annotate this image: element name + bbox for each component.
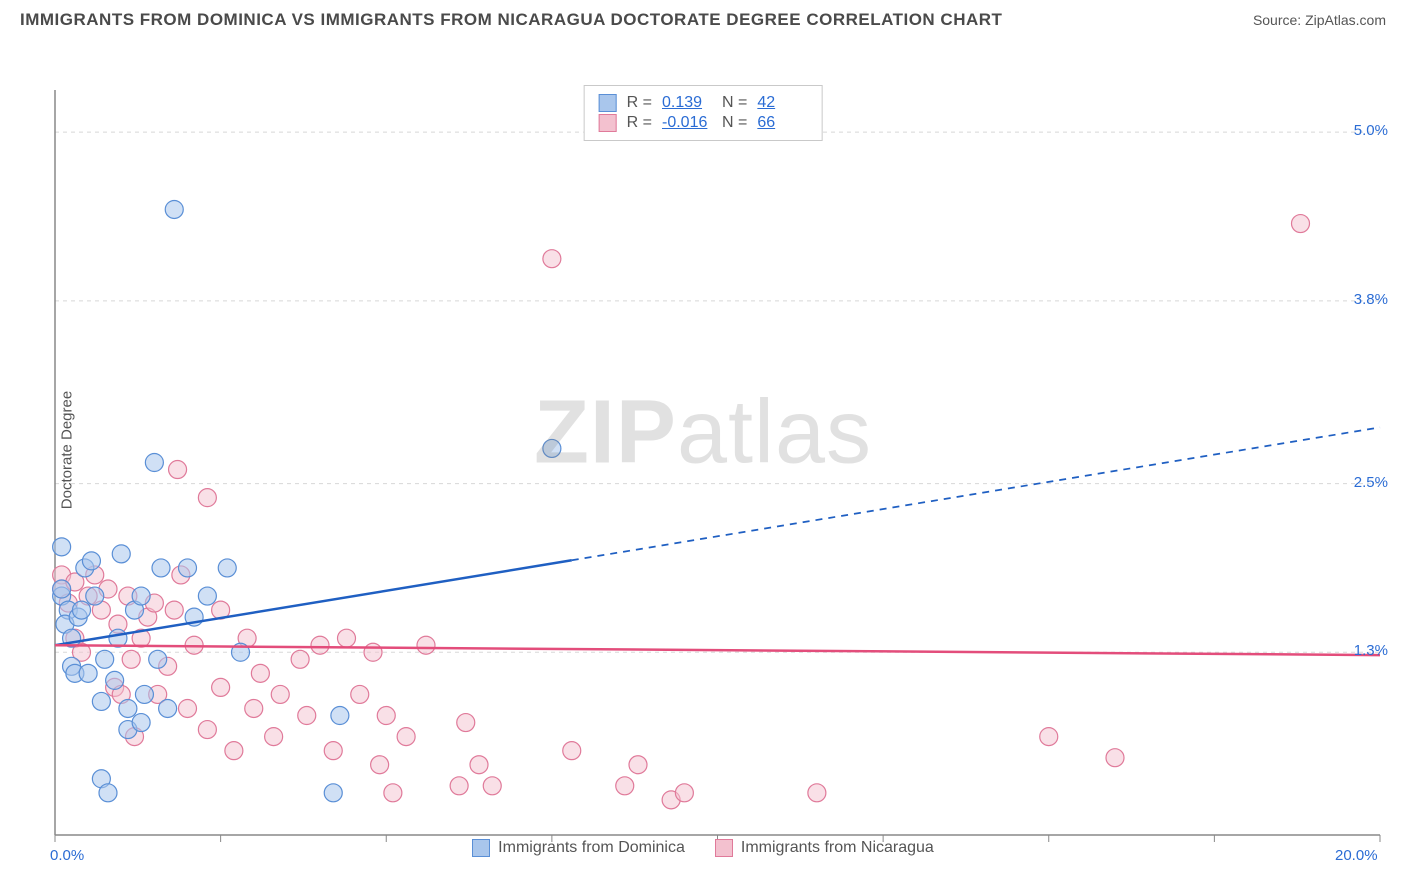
y-axis-label: Doctorate Degree <box>59 391 76 509</box>
r-label: R = <box>627 114 652 132</box>
chart-container: Doctorate Degree ZIPatlas R =0.139N =42R… <box>0 35 1406 865</box>
stats-legend-row: R = 0.139 N = 42 <box>599 94 808 112</box>
stats-legend: R = 0.139 N = 42 R = -0.016 N = 66 <box>584 85 823 141</box>
scatter-plot <box>0 35 1406 865</box>
legend-swatch <box>599 114 617 132</box>
n-value: 66 <box>757 114 807 132</box>
n-label: N = <box>722 94 747 112</box>
y-tick-label: 5.0% <box>1354 122 1388 139</box>
legend-item: Immigrants from Nicaragua <box>715 839 934 857</box>
legend-label: Immigrants from Nicaragua <box>741 839 934 857</box>
legend-swatch <box>715 839 733 857</box>
series-legend: Immigrants from Dominica Immigrants from … <box>0 839 1406 857</box>
legend-label: Immigrants from Dominica <box>498 839 685 857</box>
y-tick-label: 1.3% <box>1354 642 1388 659</box>
stats-legend-row: R = -0.016 N = 66 <box>599 114 808 132</box>
x-axis-end-label: 20.0% <box>1335 847 1378 864</box>
legend-item: Immigrants from Dominica <box>472 839 685 857</box>
legend-swatch <box>599 94 617 112</box>
source-attribution: Source: ZipAtlas.com <box>1253 12 1386 28</box>
n-value: 42 <box>757 94 807 112</box>
y-tick-label: 2.5% <box>1354 474 1388 491</box>
x-axis-start-label: 0.0% <box>50 847 84 864</box>
chart-title: IMMIGRANTS FROM DOMINICA VS IMMIGRANTS F… <box>20 10 1002 30</box>
r-value: 0.139 <box>662 94 712 112</box>
n-label: N = <box>722 114 747 132</box>
y-tick-label: 3.8% <box>1354 291 1388 308</box>
legend-swatch <box>472 839 490 857</box>
chart-header: IMMIGRANTS FROM DOMINICA VS IMMIGRANTS F… <box>0 0 1406 35</box>
r-value: -0.016 <box>662 114 712 132</box>
r-label: R = <box>627 94 652 112</box>
